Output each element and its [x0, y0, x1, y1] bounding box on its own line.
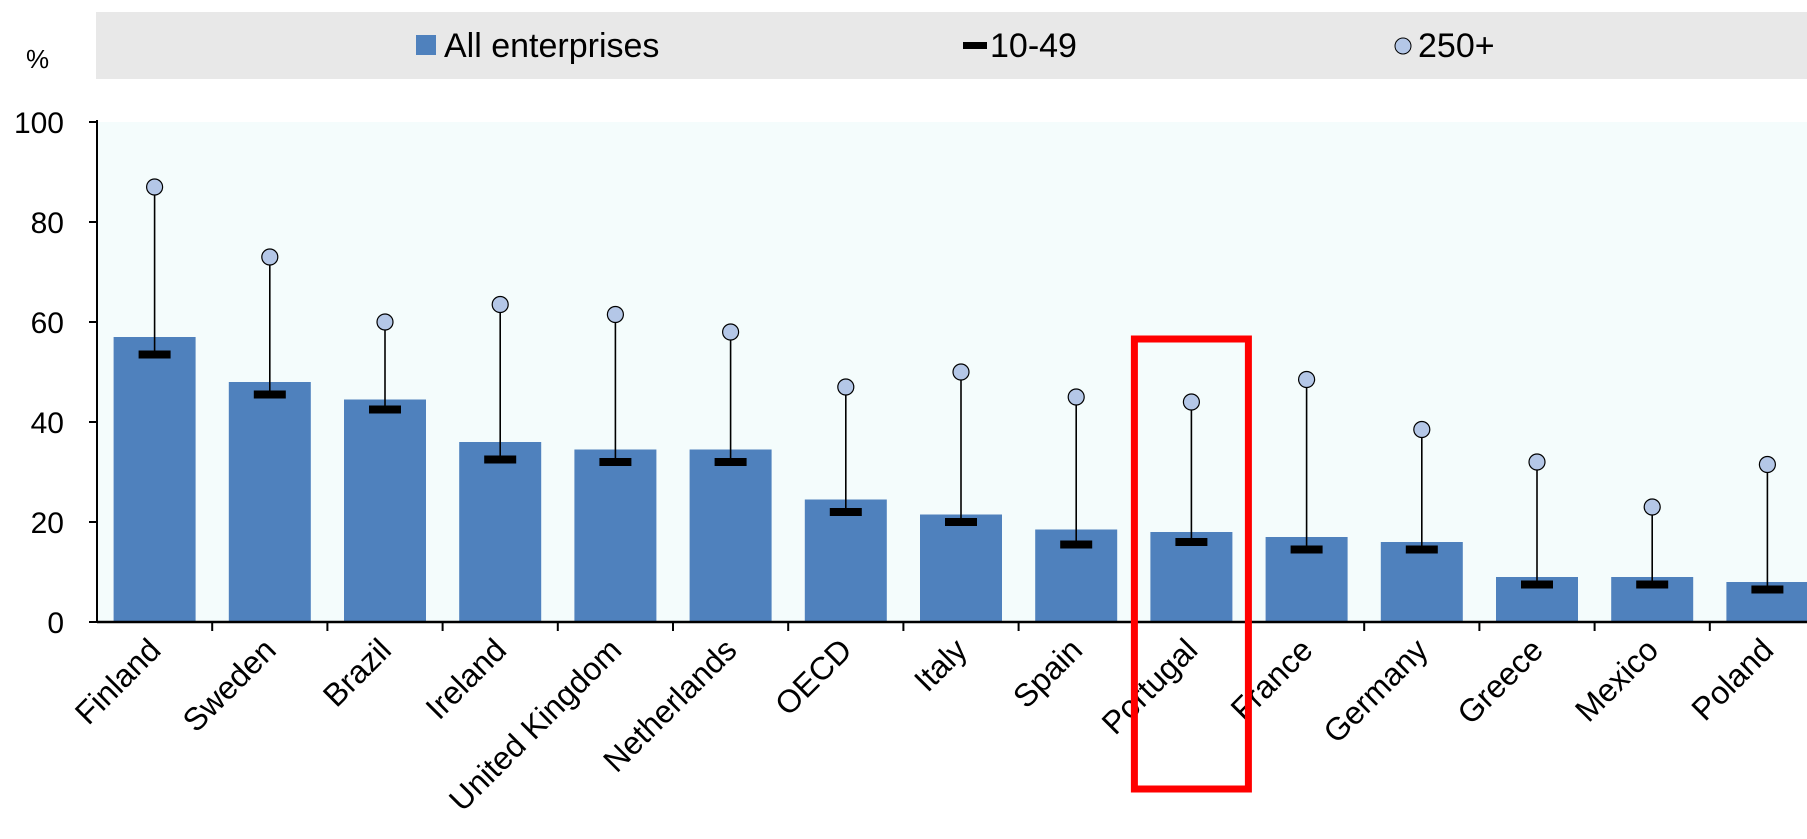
- dash-marker: [1405, 545, 1438, 554]
- x-tick-label: Mexico: [1568, 631, 1665, 728]
- circle-marker: [376, 313, 394, 331]
- legend-item-dash: 10-49: [963, 27, 1077, 65]
- bar: [804, 499, 887, 622]
- x-tick-label: Poland: [1684, 631, 1780, 727]
- bar: [920, 514, 1002, 622]
- x-tick-label: France: [1224, 631, 1320, 727]
- dash-markers: [138, 350, 1784, 594]
- dash-marker: [1751, 585, 1784, 594]
- dash-marker: [1521, 580, 1553, 589]
- x-tick-label: OECD: [768, 631, 859, 722]
- y-tick-label: 80: [31, 207, 64, 240]
- highlight-box: [1130, 335, 1252, 793]
- circle-marker: [1067, 388, 1085, 406]
- circle-marker: [1182, 393, 1201, 411]
- x-tick-label: Sweden: [176, 631, 283, 738]
- dash-marker: [714, 458, 747, 466]
- bar: [113, 337, 196, 622]
- legend-label-bars: All enterprises: [444, 27, 659, 65]
- x-tick-label: Germany: [1316, 631, 1435, 750]
- legend-label-circle: 250+: [1418, 27, 1495, 65]
- y-tick-label: 40: [31, 407, 64, 440]
- legend-swatch-dash: [963, 42, 987, 49]
- circle-marker: [1528, 453, 1546, 471]
- dash-marker: [1175, 538, 1208, 546]
- y-tick-label: 60: [31, 307, 64, 340]
- circle-marker: [1413, 420, 1431, 439]
- y-tick-label: 0: [47, 607, 64, 640]
- bar: [574, 449, 657, 622]
- circle-marker: [491, 295, 509, 314]
- x-tick-label: Finland: [68, 631, 168, 731]
- circle-marker: [606, 305, 625, 324]
- x-tick-label: Greece: [1450, 631, 1550, 731]
- circle-markers: [146, 178, 1777, 516]
- circle-marker: [952, 363, 970, 381]
- dash-marker: [829, 508, 862, 516]
- circle-marker: [1643, 498, 1661, 516]
- dash-marker: [1290, 545, 1323, 554]
- legend-background: [96, 12, 1807, 79]
- y-axis: 0 20 40 60 80 100: [14, 107, 97, 640]
- x-tick-label: Portugal: [1095, 631, 1205, 741]
- dash-marker: [945, 518, 977, 526]
- bar: [344, 399, 426, 622]
- x-tick-label: Italy: [907, 631, 974, 698]
- bar: [459, 442, 542, 622]
- x-tick-label: Brazil: [316, 631, 398, 713]
- whiskers: [153, 187, 1769, 590]
- x-tick-label: Ireland: [419, 631, 514, 726]
- x-axis-ticks: [211, 622, 1711, 631]
- dash-marker: [138, 350, 171, 359]
- circle-marker: [261, 248, 279, 266]
- bar: [1150, 532, 1233, 622]
- bar: [689, 449, 772, 622]
- dash-marker: [484, 455, 517, 464]
- legend-item-bars: All enterprises: [416, 27, 659, 65]
- dash-marker: [253, 390, 286, 399]
- circle-marker: [837, 378, 855, 396]
- y-axis-unit: %: [26, 44, 49, 74]
- dash-marker: [599, 458, 632, 466]
- circle-marker: [146, 178, 164, 196]
- dash-marker: [1060, 540, 1093, 549]
- circle-marker: [1758, 455, 1777, 474]
- legend-swatch-circle: [1394, 37, 1412, 55]
- dash-marker: [369, 405, 401, 414]
- bar: [228, 382, 311, 622]
- circle-marker: [721, 323, 740, 341]
- bar: [1380, 542, 1463, 622]
- legend: All enterprises 10-49 250+: [416, 27, 1495, 65]
- y-tick-label: 20: [31, 507, 64, 540]
- legend-label-dash: 10-49: [990, 27, 1077, 65]
- x-tick-label: Spain: [1006, 631, 1089, 714]
- circle-marker: [1297, 370, 1316, 389]
- y-tick-label: 100: [14, 107, 64, 140]
- dash-marker: [1636, 580, 1669, 589]
- legend-swatch-bars: [416, 35, 436, 55]
- legend-item-circle: 250+: [1394, 27, 1495, 65]
